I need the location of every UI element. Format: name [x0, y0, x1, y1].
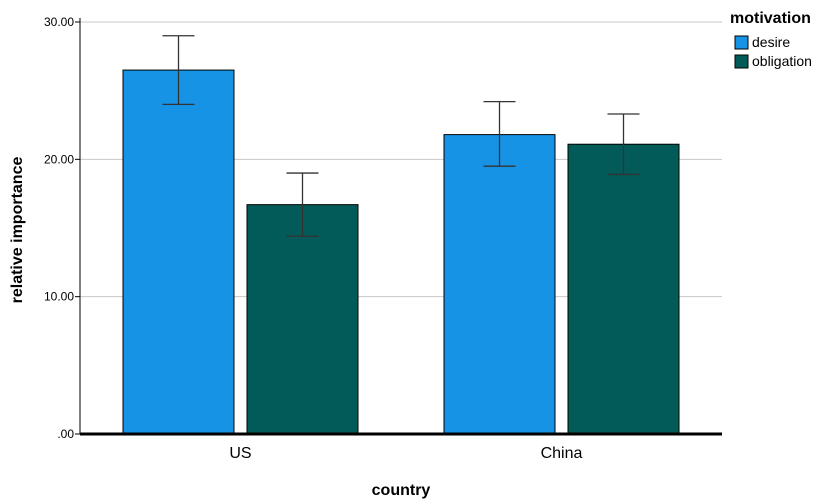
x-tick-label: China [541, 445, 583, 462]
y-tick-label: 10.00 [44, 290, 74, 304]
legend-swatch [734, 35, 749, 50]
y-tick-label: 20.00 [44, 152, 74, 166]
legend-title: motivation [730, 10, 811, 27]
error-bars [162, 35, 640, 237]
axes [75, 18, 722, 436]
bars [122, 69, 680, 435]
y-tick-labels: .00 10.00 20.00 30.00 [44, 15, 74, 441]
legend-swatch [734, 54, 749, 69]
bar [122, 69, 235, 435]
y-tick-label: 30.00 [44, 15, 74, 29]
x-tick-label: US [229, 445, 251, 462]
bar [443, 134, 556, 435]
x-axis-title: country [372, 482, 431, 499]
bar [246, 204, 359, 435]
legend-label: obligation [752, 53, 812, 69]
legend: motivation desire obligation [730, 10, 812, 69]
legend-label: desire [752, 34, 790, 50]
bar [567, 143, 680, 435]
y-tick-label: .00 [57, 427, 74, 441]
y-axis-title: relative importance [9, 157, 26, 304]
x-tick-labels: US China [229, 445, 582, 462]
